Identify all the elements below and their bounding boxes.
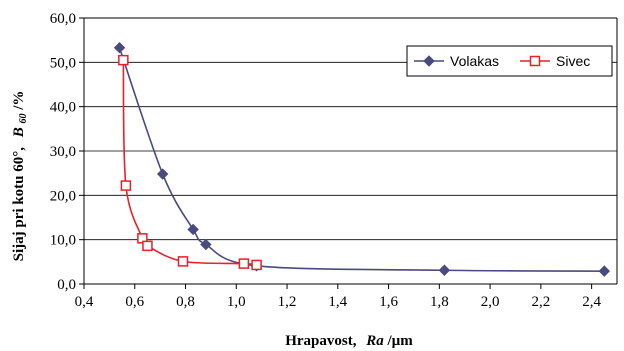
- data-point-sivec: [177, 256, 189, 267]
- data-point-volakas: [113, 41, 126, 54]
- x-tick-label: 1,4: [328, 294, 347, 310]
- y-tick-label: 30,0: [50, 144, 76, 160]
- legend-label-sivec: Sivec: [556, 53, 590, 69]
- legend-label-volakas: Volakas: [450, 53, 499, 69]
- x-tick-label: 2,2: [531, 294, 550, 310]
- y-tick-label: 50,0: [50, 55, 76, 71]
- data-point-volakas: [200, 238, 212, 251]
- data-point-sivec: [251, 259, 262, 271]
- x-tick-label: 1,2: [278, 294, 297, 310]
- series-volakas: [113, 41, 611, 277]
- y-tick-label: 40,0: [50, 100, 76, 116]
- data-point-volakas: [438, 264, 451, 276]
- x-tick-label: 0,8: [176, 294, 195, 310]
- x-tick-label: 1,8: [430, 294, 449, 310]
- data-point-sivec: [118, 54, 129, 66]
- data-point-volakas: [598, 265, 611, 277]
- series-sivec: [118, 54, 262, 271]
- y-tick-label: 10,0: [50, 233, 76, 249]
- legend-items: Volakas Sivec: [414, 53, 590, 69]
- data-point-sivec: [238, 258, 250, 269]
- x-tick-label: 1,0: [227, 294, 246, 310]
- series-line-volakas: [118, 47, 605, 272]
- y-axis-title-var: B: [11, 127, 27, 138]
- y-axis-title: Sijaj pri kotu 60°, B 60 /%: [11, 91, 30, 262]
- tick-labels: 0,0 10,0 20,0 30,0 40,0 50,0 60,0 0,4 0,6 0,8 1,0 1…: [50, 11, 602, 310]
- data-point-sivec: [142, 240, 153, 252]
- legend-box: [406, 45, 613, 77]
- y-tick-label: 20,0: [50, 188, 76, 204]
- x-axis-title-unit: /µm: [386, 333, 413, 349]
- legend-marker-volakas: [423, 55, 435, 67]
- y-tick-label: 0,0: [57, 277, 76, 293]
- x-tick-label: 2,4: [582, 294, 601, 310]
- x-tick-label: 1,6: [379, 294, 398, 310]
- data-point-volakas: [187, 223, 199, 236]
- series: [113, 41, 611, 277]
- x-tick-label: 2,0: [481, 294, 500, 310]
- y-tick-label: 60,0: [50, 11, 76, 27]
- y-axis-title-sub: 60: [18, 114, 29, 124]
- legend-marker-sivec: [529, 55, 541, 67]
- y-axis-title-unit: /%: [11, 91, 27, 111]
- x-tick-label: 0,6: [125, 294, 144, 310]
- x-axis-title-main: Hrapavost,: [285, 333, 357, 349]
- x-axis-title: Hrapavost, Ra /µm: [285, 333, 413, 349]
- legend: Volakas Sivec: [406, 45, 613, 77]
- data-point-sivec: [120, 180, 132, 191]
- data-point-volakas: [156, 168, 169, 180]
- x-axis-title-var: Ra: [365, 333, 384, 349]
- x-tick-label: 0,4: [75, 294, 94, 310]
- axes: [79, 17, 617, 289]
- y-axis-title-main: Sijaj pri kotu 60°,: [11, 147, 27, 262]
